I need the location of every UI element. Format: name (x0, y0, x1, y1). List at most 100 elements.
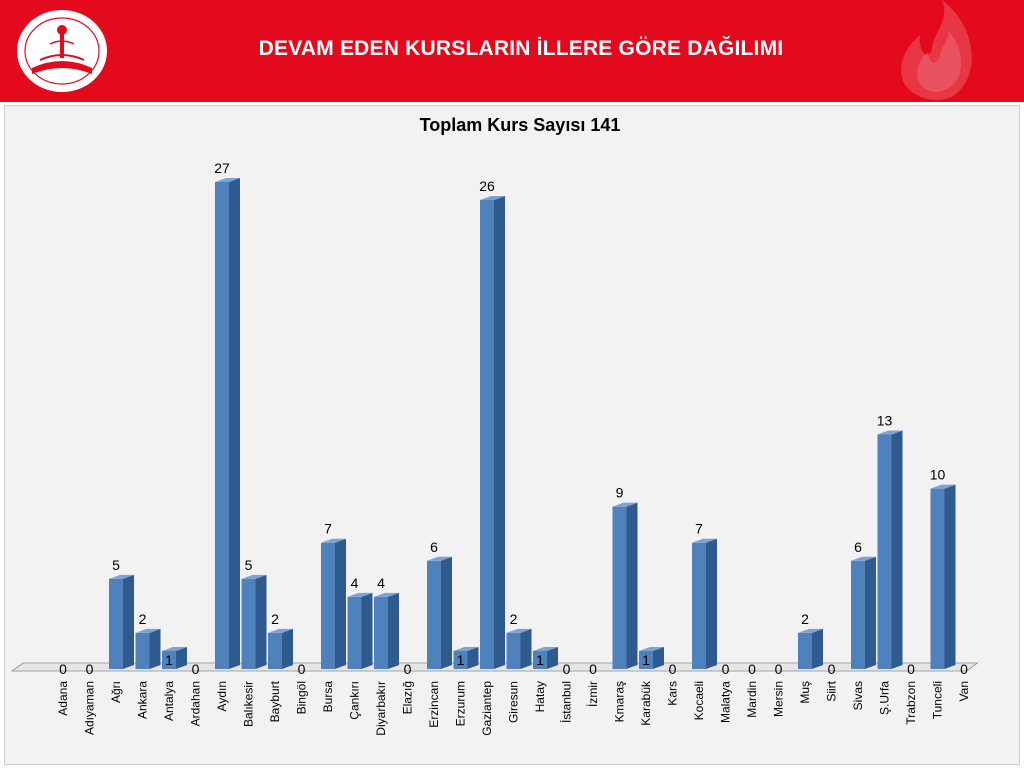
category-label: Hatay (533, 681, 547, 712)
category-label: Karabük (639, 680, 653, 726)
bar-front (453, 650, 468, 669)
bar-12 (374, 592, 399, 669)
bar-side (547, 646, 558, 669)
bar-top (374, 592, 399, 597)
bar-4 (162, 646, 187, 669)
category-label: Ağrı (109, 681, 123, 703)
bar-top (268, 628, 293, 633)
bar-front (321, 542, 335, 669)
bar-top (639, 646, 664, 651)
value-label: 1 (457, 652, 465, 668)
bar-top (427, 556, 452, 561)
bar-30 (851, 556, 876, 669)
bar-side (282, 628, 293, 669)
category-label: Trabzon (904, 681, 918, 725)
bar-side (520, 628, 532, 669)
bar-front (506, 632, 521, 669)
value-label: 4 (377, 575, 385, 591)
bar-11 (347, 592, 373, 669)
value-label: 13 (877, 413, 893, 429)
bar-top (612, 502, 638, 507)
value-label: 0 (86, 661, 94, 677)
bar-7 (241, 574, 267, 669)
category-label: Muş (798, 681, 812, 704)
value-label: 2 (139, 611, 147, 627)
category-label: Antalya (162, 681, 176, 721)
category-label: Elazığ (401, 681, 415, 714)
bar-top (109, 574, 134, 579)
bar-15 (453, 646, 479, 669)
bar-side (467, 646, 479, 669)
category-label: Kmaraş (613, 681, 627, 722)
value-label: 0 (404, 661, 412, 677)
bar-side (891, 430, 903, 669)
value-label: 6 (430, 539, 438, 555)
value-label: 5 (245, 557, 253, 573)
bar-top (215, 178, 240, 182)
bar-front (798, 632, 812, 669)
bar-side (865, 556, 876, 669)
category-label: Bursa (321, 681, 335, 713)
bar-top (135, 628, 161, 633)
bar-24 (692, 538, 717, 669)
bar-top (241, 574, 267, 579)
bar-side (944, 484, 956, 669)
header-bar: DEVAM EDEN KURSLARIN İLLERE GÖRE DAĞILIM… (0, 0, 1024, 102)
bar-front (347, 596, 362, 669)
bar-6 (215, 178, 240, 669)
value-label: 10 (930, 467, 946, 483)
bar-side (335, 538, 346, 669)
category-label: Aydın (215, 681, 229, 711)
category-label: Diyarbakır (374, 681, 388, 736)
bar-top (321, 538, 346, 543)
bars-group (109, 178, 956, 669)
value-label: 0 (589, 661, 597, 677)
bar-front (215, 182, 229, 669)
bar-front (639, 650, 653, 669)
bar-top (453, 646, 479, 651)
bar-2 (109, 574, 134, 669)
value-label: 0 (192, 661, 200, 677)
value-label: 7 (695, 521, 703, 537)
value-label: 26 (479, 178, 495, 194)
value-label: 7 (324, 521, 332, 537)
bar-14 (427, 556, 452, 669)
ministry-logo-icon (17, 10, 107, 92)
bar-22 (639, 646, 664, 669)
bar-top (506, 628, 532, 633)
bar-side (361, 592, 373, 669)
value-label: 0 (775, 661, 783, 677)
value-label: 5 (112, 557, 120, 573)
category-label: Siirt (825, 680, 839, 701)
chart-title: Toplam Kurs Sayısı 141 (420, 115, 621, 135)
value-label: 4 (351, 575, 359, 591)
value-label: 0 (722, 661, 730, 677)
category-label: Van (957, 681, 971, 701)
bar-front (877, 434, 892, 669)
bar-top (692, 538, 717, 543)
category-label: Erzurum (454, 681, 468, 726)
bar-side (706, 538, 717, 669)
value-label: 0 (828, 661, 836, 677)
value-label: 6 (854, 539, 862, 555)
bar-front (374, 596, 388, 669)
bar-front (692, 542, 706, 669)
bar-3 (135, 628, 161, 669)
bar-front (162, 650, 176, 669)
value-label: 9 (616, 485, 624, 501)
category-label: Tunceli (931, 681, 945, 719)
bar-side (123, 574, 134, 669)
bar-21 (612, 502, 638, 669)
category-label: Çankırı (348, 681, 362, 720)
category-label: İzmir (586, 681, 600, 707)
category-label: Sivas (851, 681, 865, 710)
bar-31 (877, 430, 903, 669)
category-label: Bingöl (295, 681, 309, 714)
bar-front (612, 506, 627, 669)
bar-front (241, 578, 256, 669)
bar-top (930, 484, 956, 489)
bar-side (812, 628, 823, 669)
bar-top (347, 592, 373, 597)
category-label: Balıkesir (242, 681, 256, 727)
